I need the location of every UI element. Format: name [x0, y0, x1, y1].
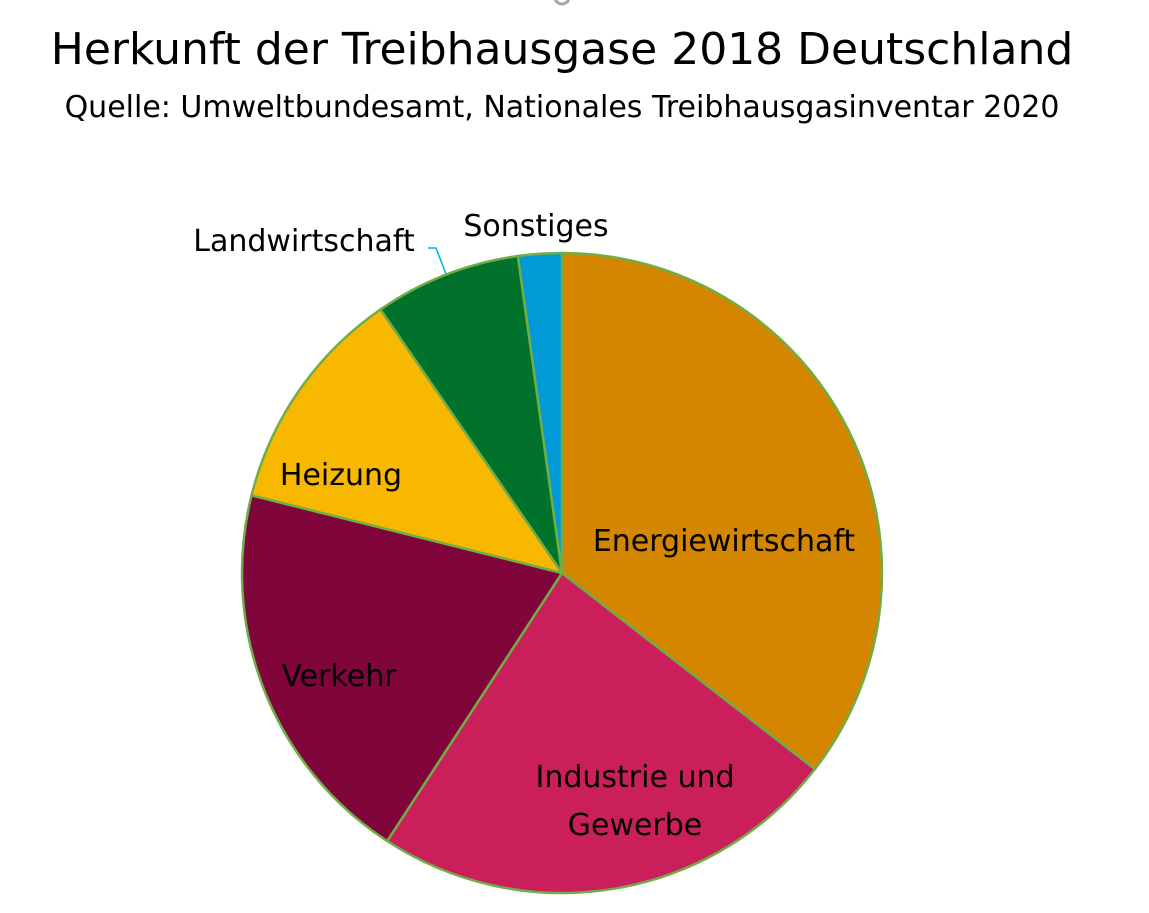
- pie-slice-sonstiges: [516, 251, 564, 574]
- slice-label-line: Sonstiges: [463, 209, 608, 244]
- cropped-decoration: [553, 0, 571, 6]
- slice-label-line: Energiewirtschaft: [593, 524, 856, 559]
- slice-label-line: Landwirtschaft: [193, 224, 415, 259]
- slice-label-industrie-und-gewerbe: Industrie und Gewerbe: [535, 760, 734, 843]
- slice-label-energiewirtschaft: Energiewirtschaft: [593, 524, 856, 559]
- slice-label-line: Verkehr: [281, 659, 397, 694]
- chart-title: Herkunft der Treibhausgase 2018 Deutschl…: [51, 24, 1074, 75]
- leader-lines: [428, 247, 447, 275]
- pie-slice-landwirtschaft: [378, 254, 564, 574]
- slice-label-line: Heizung: [280, 458, 402, 493]
- leader-line-sonstiges: [428, 247, 447, 275]
- pie-slices: [240, 251, 884, 895]
- slice-label-line: Industrie und: [535, 760, 734, 795]
- pie-slice-industrie-und-gewerbe: [385, 571, 817, 895]
- slice-label-heizung: Heizung: [280, 458, 402, 493]
- chart-subtitle: Quelle: Umweltbundesamt, Nationales Trei…: [65, 90, 1060, 125]
- pie-slice-heizung: [250, 307, 565, 576]
- slice-label-line: Gewerbe: [568, 808, 703, 843]
- slice-label-landwirtschaft: Landwirtschaft: [193, 224, 415, 259]
- slice-label-verkehr: Verkehr: [281, 659, 397, 694]
- pie-slice-verkehr: [240, 493, 565, 843]
- slice-labels: Energiewirtschaft Industrie und Gewerbe Ver…: [193, 209, 855, 843]
- pie-slice-energiewirtschaft: [560, 251, 884, 771]
- slice-label-sonstiges: Sonstiges: [463, 209, 608, 244]
